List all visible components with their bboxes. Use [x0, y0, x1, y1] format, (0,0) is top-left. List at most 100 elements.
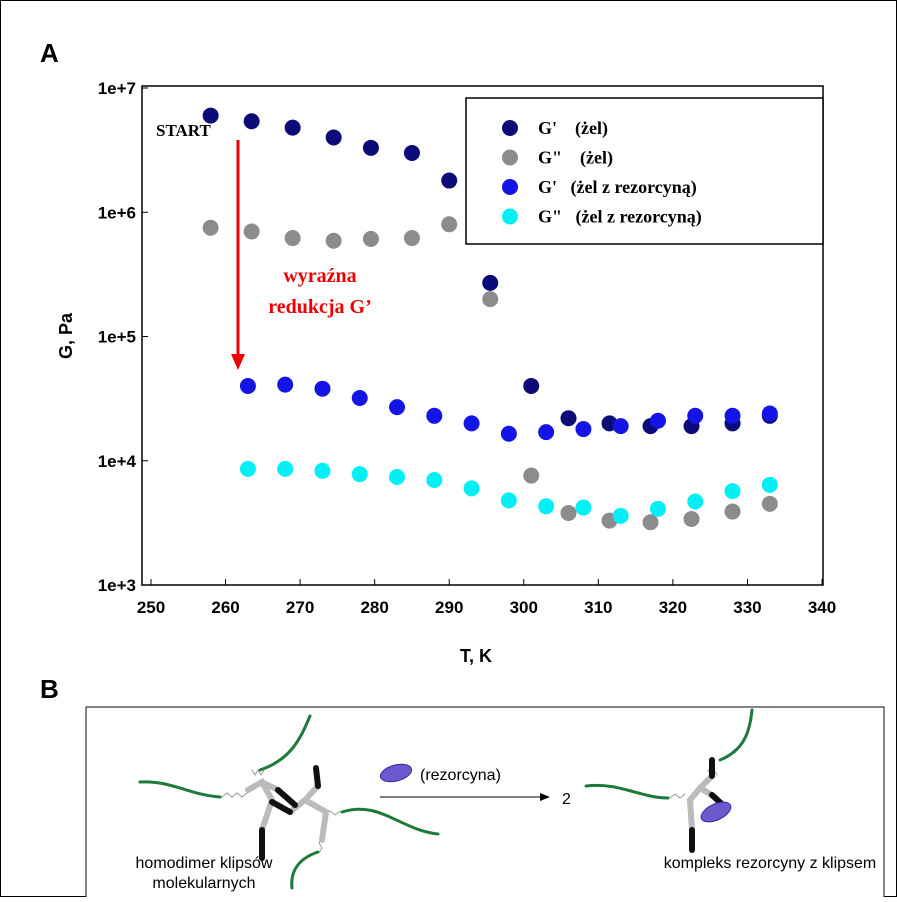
point [538, 424, 555, 441]
point [482, 291, 499, 308]
legend-label: G' (żel) [538, 118, 608, 139]
point [683, 510, 700, 527]
point [560, 410, 577, 427]
point [325, 232, 342, 249]
point [649, 500, 666, 517]
y-tick-label: 1e+5 [98, 328, 136, 347]
point [403, 230, 420, 247]
x-tick-label: 320 [659, 598, 687, 617]
point [482, 274, 499, 291]
x-tick-label: 290 [435, 598, 463, 617]
point [761, 405, 778, 422]
point [612, 418, 629, 435]
point [642, 514, 659, 531]
x-axis-title: T, K [460, 646, 492, 666]
y-axis-title: G, Pa [56, 312, 76, 359]
reaction-arrow-head [540, 793, 550, 801]
point [362, 139, 379, 156]
point [523, 377, 540, 394]
point [463, 415, 480, 432]
point [202, 219, 219, 236]
point [284, 230, 301, 247]
legend-marker [502, 120, 518, 136]
point [351, 389, 368, 406]
annotation: redukcja G’ [268, 296, 372, 318]
x-tick-label: 250 [137, 598, 165, 617]
annotation: START [156, 121, 211, 140]
point [687, 407, 704, 424]
caption: homodimer klipsów [136, 855, 273, 872]
point [202, 107, 219, 124]
point [389, 468, 406, 485]
x-tick-label: 260 [211, 598, 239, 617]
point [761, 476, 778, 493]
point [239, 377, 256, 394]
panel-label: A [40, 38, 59, 68]
point [500, 492, 517, 509]
point [277, 376, 294, 393]
chart: T, K G, Pa START wyraźna redukcja G’ 250… [56, 79, 836, 666]
x-tick-label: 280 [360, 598, 388, 617]
point [426, 471, 443, 488]
x-tick-label: 340 [808, 598, 836, 617]
annotation: wyraźna [283, 265, 356, 287]
legend-label: G" (żel z rezorcyną) [538, 207, 702, 228]
point [441, 172, 458, 189]
legend-label: G' (żel z rezorcyną) [538, 177, 697, 198]
x-tick-label: 310 [584, 598, 612, 617]
panel-label: B [40, 674, 59, 704]
point [389, 399, 406, 416]
point [560, 504, 577, 521]
resorcinol-icon [700, 801, 732, 823]
point [761, 495, 778, 512]
legend-marker [502, 208, 518, 225]
x-tick-label: 330 [733, 598, 761, 617]
legend-marker [502, 149, 518, 166]
point [362, 230, 379, 247]
point [243, 223, 260, 240]
coefficient: 2 [562, 791, 571, 808]
point [325, 129, 342, 146]
y-tick-label: 1e+3 [98, 576, 136, 595]
point [351, 466, 368, 483]
reagent-label: (rezorcyna) [420, 767, 501, 784]
left-molecule [138, 714, 440, 890]
point [284, 119, 301, 136]
point [649, 412, 666, 429]
point [277, 460, 294, 477]
plot-frame [141, 85, 824, 586]
point [426, 407, 443, 424]
point [243, 113, 260, 130]
point [403, 144, 420, 161]
point [441, 216, 458, 233]
point [314, 380, 331, 397]
point [724, 503, 741, 520]
legend-box [465, 97, 824, 245]
legend-label: G" (żel) [538, 148, 613, 169]
point [687, 493, 704, 510]
point [724, 407, 741, 424]
point [724, 483, 741, 500]
point [575, 499, 592, 516]
point [523, 467, 540, 484]
legend-marker [502, 179, 518, 195]
x-tick-label: 300 [510, 598, 538, 617]
point [538, 498, 555, 515]
point [500, 425, 517, 442]
caption: molekularnych [152, 875, 255, 892]
y-tick-label: 1e+6 [98, 203, 136, 222]
point [575, 421, 592, 438]
y-tick-label: 1e+4 [98, 452, 137, 471]
point [463, 480, 480, 497]
resorcinol-icon [379, 763, 413, 783]
diagram: (rezorcyna) 2 homodimer klipsów molekula… [85, 706, 885, 902]
right-molecule [584, 708, 754, 853]
caption: kompleks rezorcyny z klipsem [664, 855, 877, 872]
y-tick-label: 1e+7 [98, 79, 136, 98]
diagram-frame [85, 706, 885, 902]
point [314, 462, 331, 479]
x-tick-label: 270 [286, 598, 314, 617]
point [612, 507, 629, 524]
arrow-head [231, 354, 245, 370]
